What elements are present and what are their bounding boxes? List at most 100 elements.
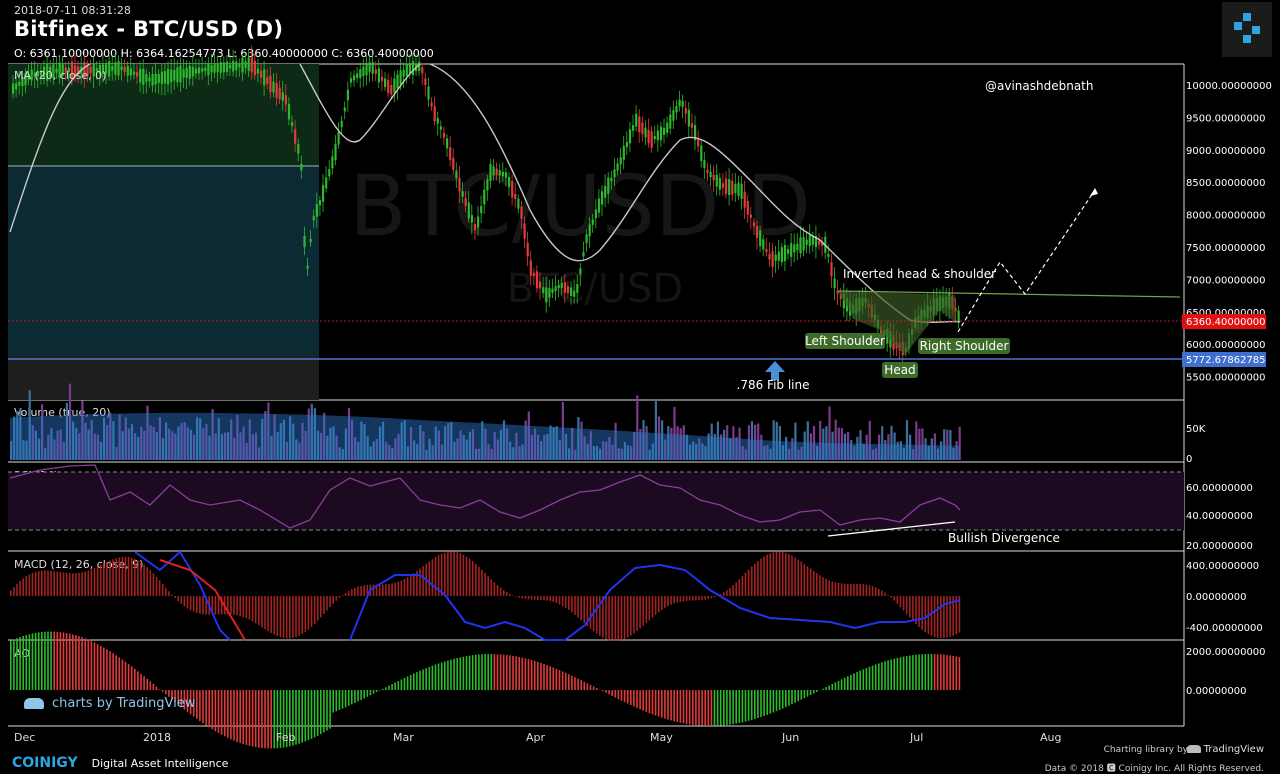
ao-bar	[825, 687, 827, 690]
candle-body	[148, 77, 150, 81]
macd-hist-bar	[906, 596, 908, 614]
ao-bar	[10, 641, 12, 690]
macd-hist-bar	[10, 590, 12, 596]
macd-hist-bar	[540, 596, 542, 600]
macd-hist-bar	[450, 552, 452, 596]
macd-hist-bar	[909, 596, 911, 617]
ao-bar	[677, 690, 679, 722]
charting-credit: Charting library by	[1104, 745, 1188, 755]
candle-body	[158, 74, 160, 83]
macd-hist-bar	[382, 584, 384, 596]
candle-body	[396, 75, 398, 89]
ao-bar	[959, 657, 961, 690]
candle-body	[179, 66, 181, 83]
macd-hist-bar	[512, 595, 514, 596]
candle-body	[474, 224, 476, 230]
ao-bar	[370, 690, 372, 695]
candle-body	[452, 158, 454, 170]
candle-body	[229, 65, 231, 69]
macd-hist-bar	[931, 596, 933, 636]
macd-hist-bar	[88, 571, 90, 596]
macd-hist-bar	[673, 596, 675, 603]
rsi-band	[8, 472, 1184, 530]
candle-body	[375, 69, 377, 73]
ao-bar	[525, 658, 527, 690]
macd-hist-bar	[714, 596, 716, 597]
price-axis[interactable]: 10000.000000009500.000000009000.00000000…	[1186, 81, 1272, 384]
macd-hist-bar	[630, 596, 632, 636]
candle-body	[356, 73, 358, 78]
ao-bar	[298, 690, 300, 744]
macd-hist-bar	[890, 596, 892, 598]
ao-axis-2000: 2000.00000000	[1186, 647, 1266, 658]
macd-hist-bar	[66, 573, 68, 596]
ao-bar	[475, 655, 477, 690]
macd-hist-bar	[435, 557, 437, 596]
time-axis[interactable]: Dec 2018 Feb Mar Apr May Jun Jul Aug	[14, 731, 1061, 744]
macd-hist-bar	[103, 563, 105, 596]
candle-body	[288, 104, 290, 119]
ao-bar	[577, 679, 579, 690]
ao-bar	[137, 671, 139, 690]
ao-bar	[869, 667, 871, 690]
macd-hist-bar	[94, 568, 96, 596]
ao-bar	[53, 632, 55, 690]
candle-body	[691, 123, 693, 128]
macd-hist-bar	[63, 573, 65, 596]
macd-hist-bar	[156, 577, 158, 596]
ao-bar	[388, 686, 390, 690]
macd-hist-bar	[50, 571, 52, 596]
macd-hist-bar	[230, 596, 232, 614]
macd-hist-bar	[760, 559, 762, 596]
tradingview-watermark[interactable]: charts by TradingView	[24, 696, 195, 711]
ao-bar	[593, 686, 595, 690]
macd-hist-bar	[608, 596, 610, 640]
cloud-icon	[24, 698, 44, 709]
macd-hist-bar	[404, 579, 406, 596]
macd-hist-bar	[754, 564, 756, 596]
ao-bar	[357, 690, 359, 701]
ao-bar	[66, 633, 68, 690]
ao-bar	[196, 690, 198, 719]
x-tick-jul: Jul	[909, 731, 923, 744]
candle-body	[400, 70, 402, 84]
macd-hist-bar	[342, 595, 344, 596]
candle-body	[214, 64, 216, 73]
macd-hist-bar	[773, 552, 775, 596]
macd-hist-bar	[804, 564, 806, 596]
ao-bar	[267, 690, 269, 748]
ao-bar	[639, 690, 641, 709]
macd-hist-bar	[239, 596, 241, 616]
macd-hist-bar	[153, 573, 155, 596]
ao-bar	[726, 690, 728, 725]
ao-bar	[91, 641, 93, 690]
candle-body	[251, 57, 253, 72]
macd-hist-bar	[497, 585, 499, 596]
ao-bar	[909, 656, 911, 690]
ao-bar	[605, 690, 607, 693]
candle-body	[579, 268, 581, 274]
macd-hist-bar	[872, 586, 874, 596]
macd-hist-bar	[921, 596, 923, 630]
macd-hist-bar	[701, 596, 703, 600]
candle-body	[121, 67, 123, 70]
macd-hist-bar	[937, 596, 939, 638]
ao-bar	[754, 690, 756, 719]
ao-bar	[128, 664, 130, 690]
macd-hist-bar	[348, 591, 350, 596]
ao-bar	[354, 690, 356, 703]
macd-hist-bar	[543, 596, 545, 600]
ao-bar	[143, 676, 145, 690]
macd-hist-bar	[528, 596, 530, 599]
macd-hist-bar	[429, 561, 431, 596]
macd-hist-bar	[859, 584, 861, 596]
x-tick-feb: Feb	[276, 731, 295, 744]
ao-bar	[925, 654, 927, 690]
candle-body	[536, 271, 538, 288]
macd-hist-bar	[466, 556, 468, 596]
tradingview-credit-link[interactable]: TradingView	[1187, 744, 1264, 755]
ao-bar	[394, 683, 396, 690]
candle-body	[716, 175, 718, 187]
candle-body	[710, 172, 712, 177]
